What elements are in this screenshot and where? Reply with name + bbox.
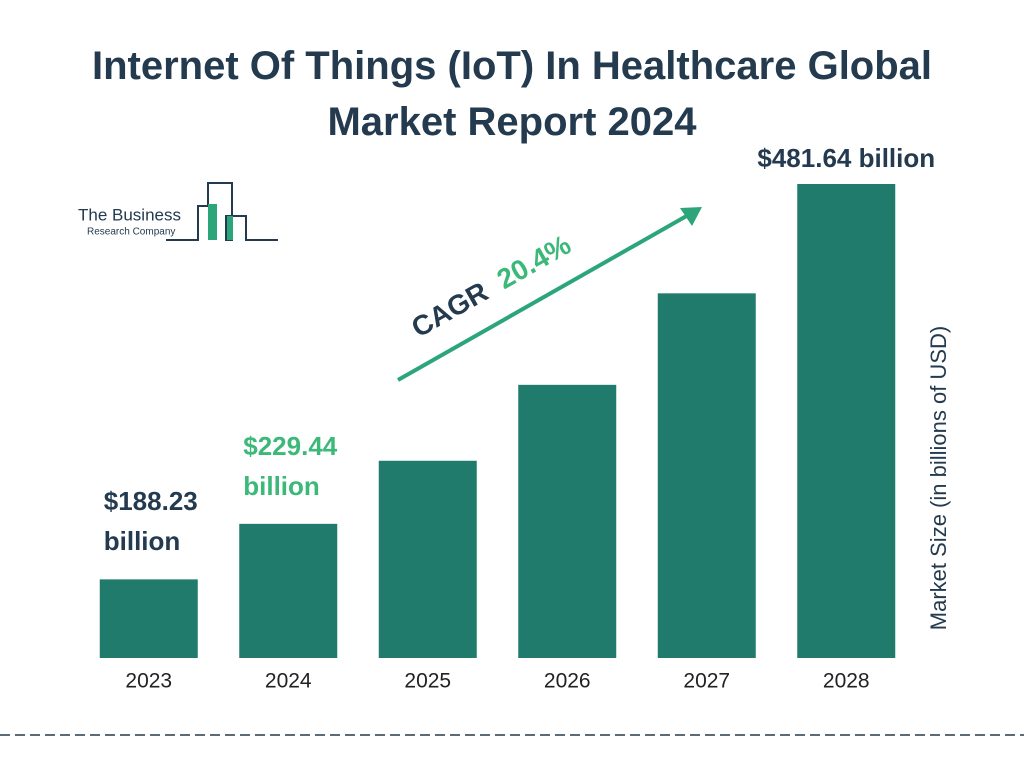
cagr-arrowhead: [680, 207, 702, 226]
value-label: $229.44 billion: [243, 430, 338, 501]
bar: [378, 460, 477, 658]
logo-line1: The Business: [78, 205, 181, 224]
chart-title: Internet Of Things (IoT) In Healthcare G…: [91, 44, 933, 144]
cagr-arrow: [397, 212, 691, 382]
bar: [518, 384, 617, 658]
value-label: $481.64 billion: [757, 143, 936, 173]
x-tick-label: 2023: [125, 670, 172, 693]
x-tick-label: 2024: [265, 670, 312, 693]
logo-line2: Research Company: [87, 227, 175, 238]
bar: [797, 184, 896, 658]
x-tick-label: 2027: [683, 670, 730, 693]
value-label: $188.23 billion: [103, 486, 198, 557]
x-tick-label: 2025: [404, 670, 451, 693]
logo: [166, 182, 278, 241]
bar: [99, 579, 198, 658]
bar: [239, 523, 338, 658]
x-tick-label: 2026: [544, 670, 591, 693]
bar: [657, 293, 756, 658]
x-tick-label: 2028: [823, 670, 870, 693]
y-axis-label: Market Size (in billions of USD): [926, 326, 951, 630]
